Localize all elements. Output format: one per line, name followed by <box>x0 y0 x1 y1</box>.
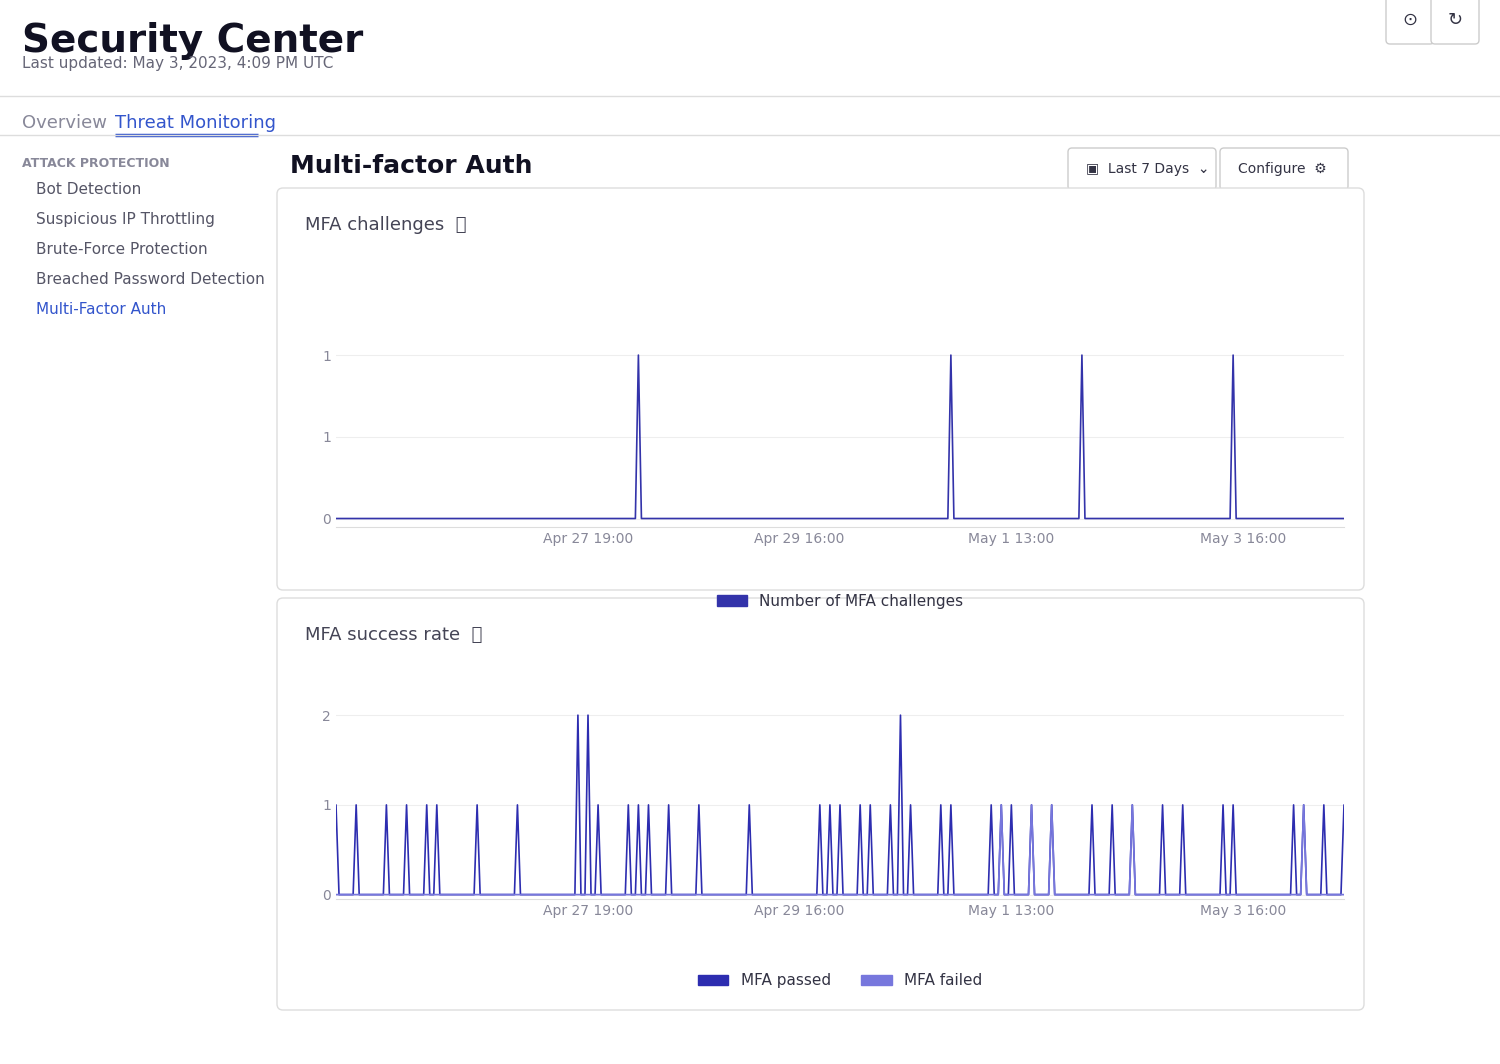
Text: Overview: Overview <box>22 114 106 132</box>
Text: Brute-Force Protection: Brute-Force Protection <box>36 242 207 257</box>
Text: Configure  ⚙: Configure ⚙ <box>1238 162 1326 176</box>
Text: Suspicious IP Throttling: Suspicious IP Throttling <box>36 212 214 227</box>
Text: Multi-factor Auth: Multi-factor Auth <box>290 154 532 178</box>
Text: Bot Detection: Bot Detection <box>36 182 141 197</box>
Text: Breached Password Detection: Breached Password Detection <box>36 272 264 287</box>
Text: ↻: ↻ <box>1448 11 1462 29</box>
Text: Security Center: Security Center <box>22 22 363 60</box>
FancyBboxPatch shape <box>278 598 1364 1010</box>
Text: Threat Monitoring: Threat Monitoring <box>116 114 276 132</box>
Text: Last updated: May 3, 2023, 4:09 PM UTC: Last updated: May 3, 2023, 4:09 PM UTC <box>22 56 333 71</box>
FancyBboxPatch shape <box>1386 0 1434 44</box>
FancyBboxPatch shape <box>1220 148 1348 190</box>
Text: ATTACK PROTECTION: ATTACK PROTECTION <box>22 157 170 170</box>
Text: MFA challenges  ⓘ: MFA challenges ⓘ <box>304 216 466 234</box>
Text: MFA success rate  ⓘ: MFA success rate ⓘ <box>304 626 483 644</box>
Text: ▣  Last 7 Days  ⌄: ▣ Last 7 Days ⌄ <box>1086 162 1209 176</box>
FancyBboxPatch shape <box>1431 0 1479 44</box>
Legend: MFA passed, MFA failed: MFA passed, MFA failed <box>692 967 988 995</box>
Text: ⊙: ⊙ <box>1402 11 1417 29</box>
Legend: Number of MFA challenges: Number of MFA challenges <box>711 588 969 615</box>
FancyBboxPatch shape <box>1068 148 1217 190</box>
FancyBboxPatch shape <box>278 188 1364 591</box>
Text: Multi-Factor Auth: Multi-Factor Auth <box>36 302 166 317</box>
